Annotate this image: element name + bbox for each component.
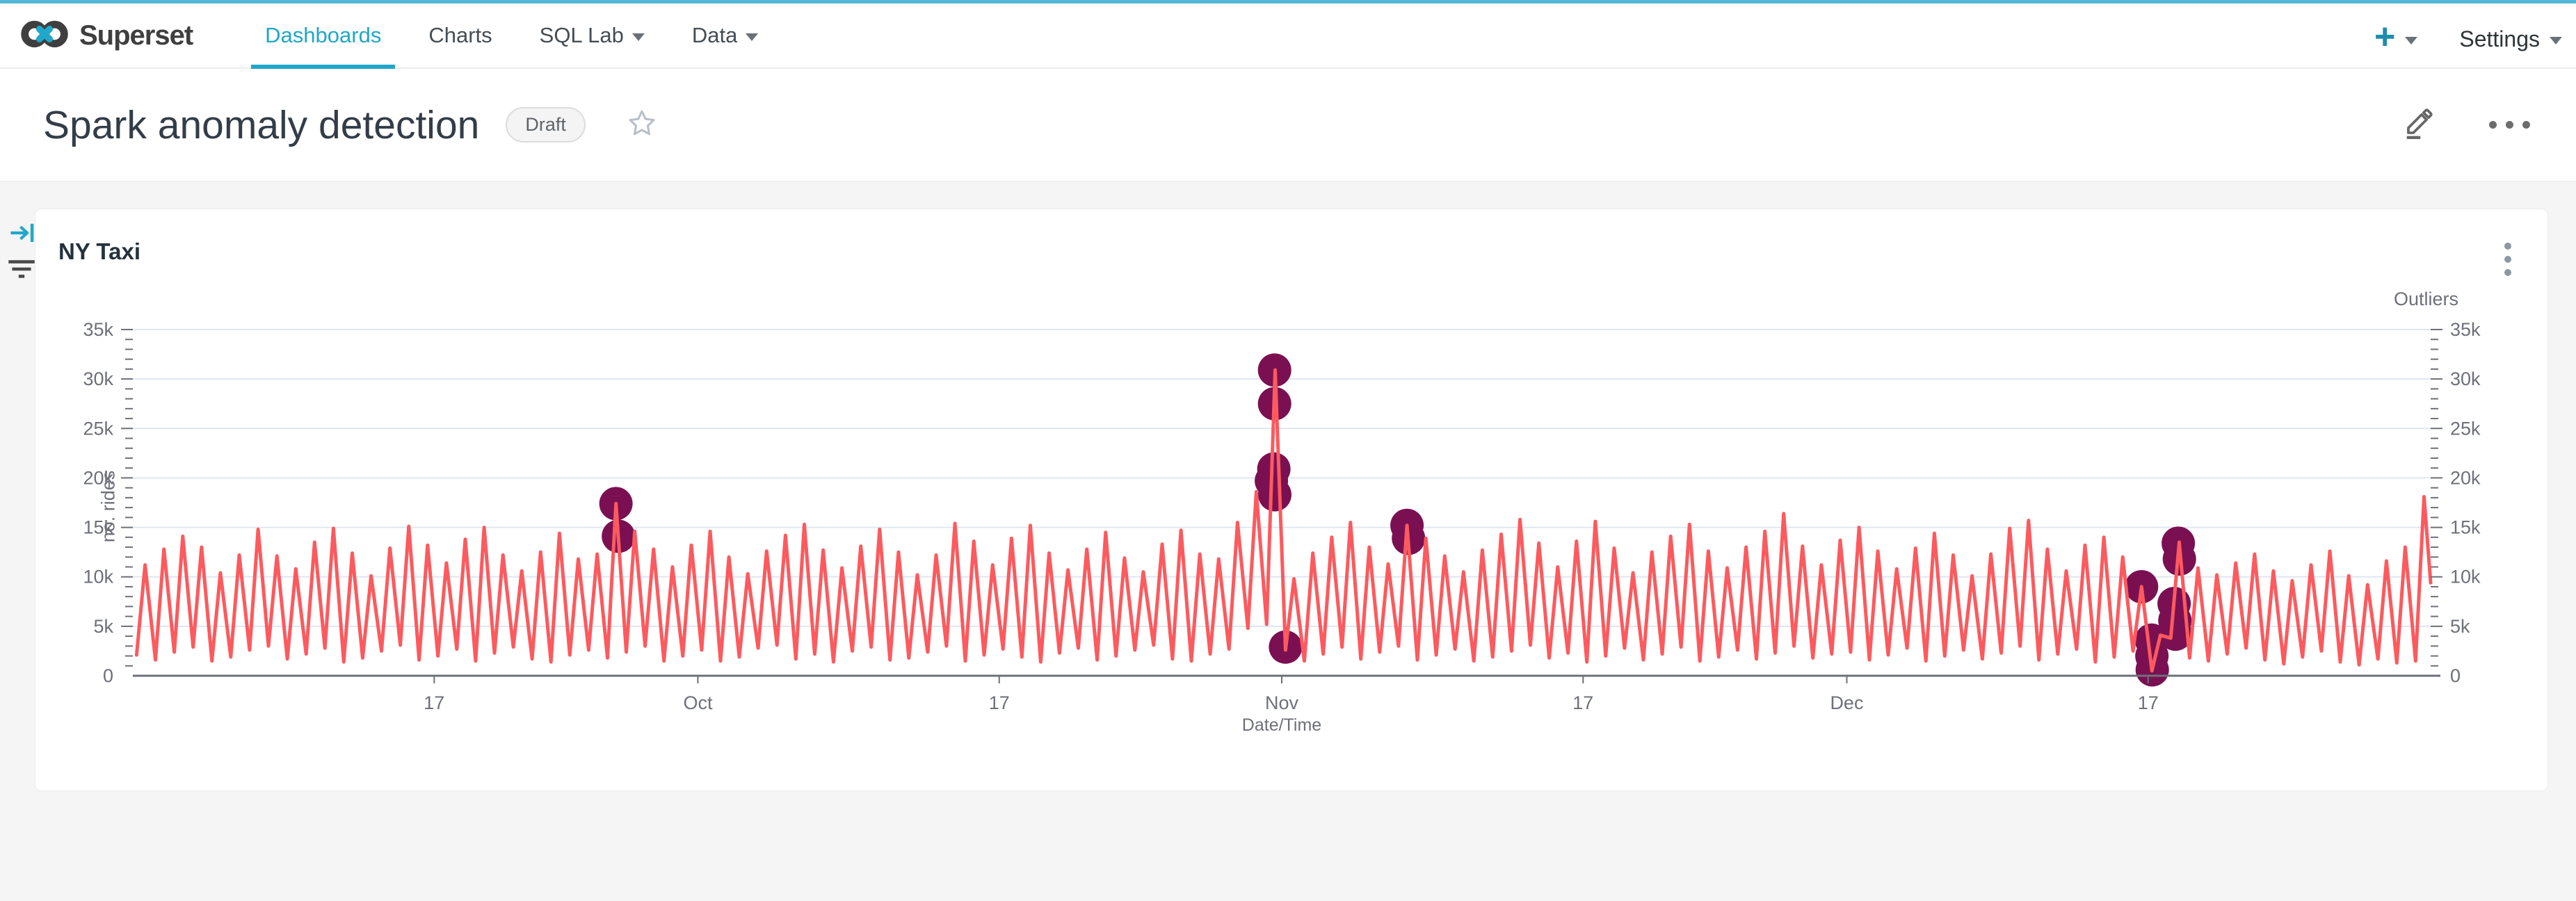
new-item-button[interactable]: + bbox=[2374, 19, 2418, 55]
nav-item-data[interactable]: Data bbox=[668, 3, 782, 67]
header-actions bbox=[2400, 105, 2530, 145]
svg-text:Oct: Oct bbox=[683, 692, 713, 713]
svg-text:30k: 30k bbox=[2450, 368, 2481, 389]
superset-brand[interactable]: Superset bbox=[0, 3, 193, 67]
svg-text:25k: 25k bbox=[2450, 418, 2481, 439]
outlier-dot bbox=[2159, 617, 2193, 651]
brand-name: Superset bbox=[79, 19, 193, 51]
svg-text:17: 17 bbox=[424, 692, 444, 713]
nav-item-label: Dashboards bbox=[265, 23, 382, 47]
svg-text:17: 17 bbox=[989, 692, 1010, 713]
rides-line-series bbox=[134, 368, 2433, 673]
svg-text:0: 0 bbox=[103, 665, 113, 686]
nav-item-sql-lab[interactable]: SQL Lab bbox=[516, 3, 668, 67]
settings-label: Settings bbox=[2459, 26, 2540, 51]
outlier-dot bbox=[1257, 478, 1291, 512]
nav-item-label: Charts bbox=[428, 23, 492, 47]
filter-icon[interactable] bbox=[4, 252, 39, 290]
chart-title: NY Taxi bbox=[58, 238, 140, 264]
svg-text:Nov: Nov bbox=[1265, 692, 1299, 713]
plus-icon: + bbox=[2374, 17, 2396, 57]
status-badge: Draft bbox=[506, 107, 586, 143]
chevron-down-icon bbox=[2550, 36, 2562, 44]
chart-options-kebab-button[interactable] bbox=[2500, 238, 2515, 280]
svg-text:20k: 20k bbox=[2450, 467, 2481, 488]
chevron-down-icon bbox=[746, 33, 759, 41]
more-actions-button[interactable] bbox=[2489, 121, 2530, 129]
settings-menu[interactable]: Settings bbox=[2459, 26, 2562, 52]
chevron-down-icon bbox=[2405, 36, 2418, 44]
favorite-star-icon[interactable] bbox=[626, 107, 658, 143]
navbar: Superset Dashboards Charts SQL Lab Data … bbox=[0, 3, 2576, 69]
superset-logo-icon bbox=[19, 17, 70, 55]
svg-text:35k: 35k bbox=[83, 319, 113, 340]
svg-text:10k: 10k bbox=[83, 567, 113, 587]
svg-text:10k: 10k bbox=[2450, 567, 2481, 587]
nav-item-charts[interactable]: Charts bbox=[405, 3, 515, 67]
svg-text:Dec: Dec bbox=[1830, 692, 1863, 713]
chevron-down-icon bbox=[631, 33, 645, 41]
svg-text:17: 17 bbox=[1572, 692, 1593, 713]
x-axis-title: Date/Time bbox=[1241, 715, 1322, 735]
svg-text:20k: 20k bbox=[83, 467, 113, 488]
svg-text:25k: 25k bbox=[83, 418, 113, 439]
nav-menu: Dashboards Charts SQL Lab Data bbox=[241, 3, 782, 69]
dashboard-header: Spark anomaly detection Draft bbox=[0, 69, 2576, 182]
svg-text:17: 17 bbox=[2138, 692, 2159, 713]
nav-item-label: Data bbox=[691, 23, 738, 47]
edit-properties-button[interactable] bbox=[2400, 105, 2436, 145]
page-title: Spark anomaly detection bbox=[43, 102, 480, 147]
expand-filter-bar-button[interactable] bbox=[8, 218, 38, 251]
nav-item-label: SQL Lab bbox=[539, 23, 624, 47]
svg-text:5k: 5k bbox=[2450, 616, 2470, 637]
nav-item-dashboards[interactable]: Dashboards bbox=[241, 3, 405, 69]
svg-text:15k: 15k bbox=[2450, 517, 2481, 538]
svg-text:30k: 30k bbox=[83, 368, 113, 389]
window-top-accent bbox=[0, 0, 2576, 3]
svg-text:5k: 5k bbox=[93, 616, 113, 637]
svg-text:0: 0 bbox=[2450, 665, 2461, 686]
anomaly-line-chart-canvas[interactable]: 0 0 5k 5k 10k 10k 15k 15k 20k 20k 25k 25k 30k 30k 35k 3… bbox=[35, 209, 2547, 790]
right-axis-title: Outliers bbox=[2393, 289, 2458, 309]
svg-text:15k: 15k bbox=[83, 517, 113, 538]
svg-text:35k: 35k bbox=[2450, 319, 2481, 340]
nav-right: + Settings bbox=[2374, 7, 2562, 71]
